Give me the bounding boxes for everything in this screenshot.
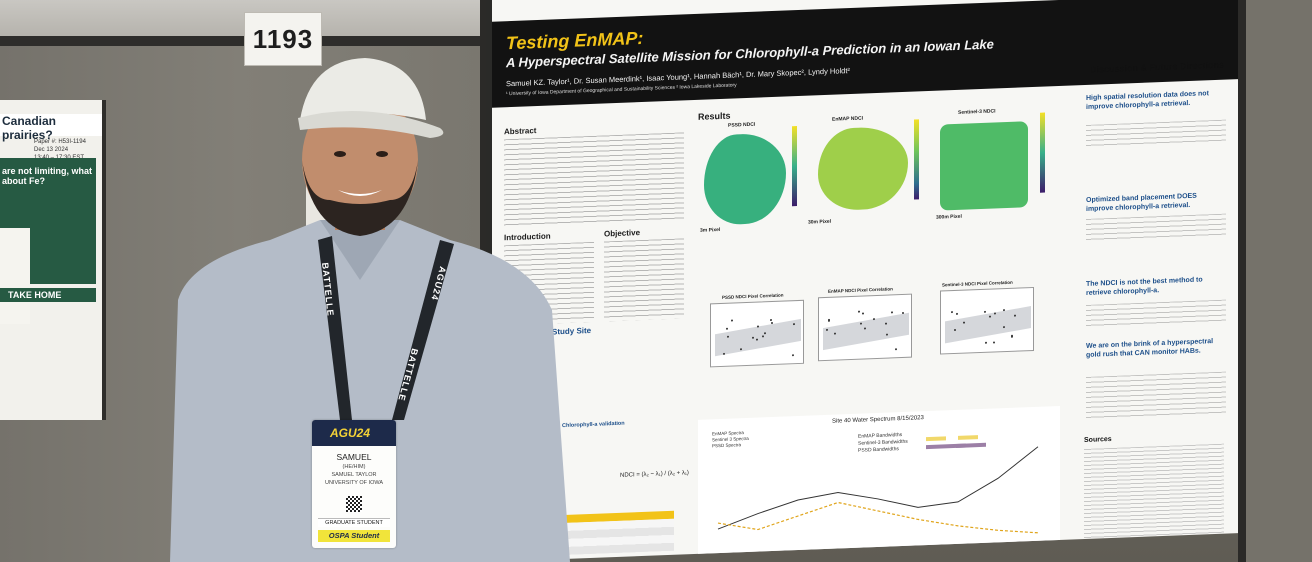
left-poster-title: Canadian prairies?	[0, 114, 102, 142]
shirt	[170, 220, 570, 562]
left-eye	[334, 151, 346, 157]
poster-body: Abstract Results Introduction Objective …	[492, 60, 1238, 562]
badge-role: GRADUATE STUDENT	[318, 518, 390, 527]
beard	[302, 160, 418, 236]
main-poster: Testing EnMAP: A Hyperspectral Satellite…	[486, 0, 1238, 562]
booth-post-right	[1238, 0, 1246, 562]
badge-first-name: SAMUEL	[336, 452, 372, 462]
booth-number-sign: 1193	[244, 12, 322, 66]
badge-affiliation: UNIVERSITY OF IOWA	[324, 480, 384, 486]
presenter-person	[170, 58, 570, 562]
badge-event-logo: AGU24	[330, 426, 371, 440]
left-poster-figure	[0, 228, 30, 324]
right-eye	[376, 151, 388, 157]
badge-ospa-tag: OSPA Student	[318, 530, 390, 542]
shirt-collar	[320, 220, 400, 280]
spectra-lines	[717, 446, 1039, 534]
left-poster-date: Dec 13 2024	[34, 147, 69, 153]
lanyard-strap-right	[392, 240, 454, 420]
booth-wall-right	[1240, 0, 1312, 562]
left-poster-paper-id: Paper #: H53I-1194	[34, 139, 86, 145]
left-poster-green-panel: are not limiting, what about Fe?	[0, 158, 96, 324]
cap-brim	[298, 110, 444, 138]
qr-code-icon	[346, 496, 362, 512]
baseball-cap	[300, 58, 426, 120]
enmap-spectrum-line	[717, 446, 1039, 530]
left-poster-take-home: TAKE HOME	[0, 288, 96, 302]
smile	[338, 190, 382, 196]
badge-full-name: SAMUEL TAYLOR	[331, 472, 377, 478]
badge-header: AGU24	[312, 420, 396, 446]
pssd-spectrum-line	[717, 501, 1039, 534]
spectra-chart: Site 40 Water Spectrum 8/15/2023 EnMAP S…	[698, 405, 1060, 560]
left-poster: Canadian prairies? Paper #: H53I-1194 De…	[0, 100, 106, 420]
lanyard-strap-left	[318, 236, 352, 420]
left-poster-section-text: are not limiting, what about Fe?	[2, 166, 93, 186]
name-badge: AGU24 SAMUEL (HE/HIM) SAMUEL TAYLOR UNIV…	[312, 420, 396, 548]
badge-pronouns: (HE/HIM)	[342, 464, 366, 470]
